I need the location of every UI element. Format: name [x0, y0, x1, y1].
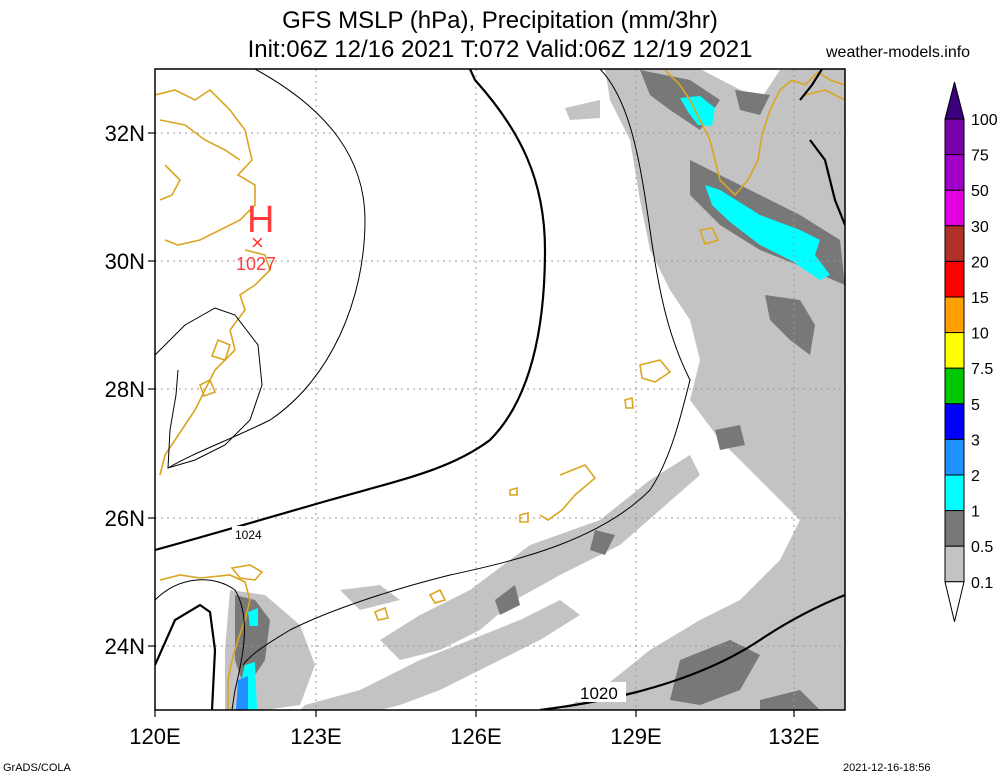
- lat-label: 30N: [105, 249, 145, 274]
- lon-label: 120E: [129, 724, 180, 749]
- isobars-thin: [155, 69, 691, 710]
- high-pressure-marker: ×: [251, 230, 264, 255]
- legend-swatch: [944, 474, 965, 512]
- legend-label: 3: [971, 432, 980, 449]
- lon-label: 129E: [610, 724, 661, 749]
- map-title: GFS MSLP (hPa), Precipitation (mm/3hr): [282, 7, 718, 34]
- legend-label: 15: [971, 290, 989, 307]
- legend-label: 100: [971, 112, 998, 129]
- legend-swatch: [944, 332, 965, 369]
- legend-swatch: [944, 81, 965, 120]
- legend-swatch: [944, 438, 965, 476]
- high-pressure-value: 1027: [236, 254, 276, 274]
- legend-swatch: [944, 581, 965, 622]
- footer-software: GrADS/COLA: [3, 762, 71, 774]
- lon-label: 126E: [450, 724, 501, 749]
- legend-swatch: [944, 403, 965, 440]
- high-pressure-symbol: H: [247, 199, 274, 241]
- contour-label-1020: 1020: [580, 684, 618, 703]
- legend-swatch: [944, 260, 965, 298]
- contour-label-1024: 1024: [235, 528, 262, 542]
- legend-label: 30: [971, 219, 989, 236]
- legend-swatch: [944, 367, 965, 405]
- lon-label: 132E: [768, 724, 819, 749]
- coastlines: [155, 69, 845, 710]
- legend-swatch: [944, 225, 965, 262]
- legend-label: 0.1: [971, 575, 993, 592]
- legend-swatch: [944, 118, 965, 156]
- precip-blue: [236, 676, 248, 710]
- lat-label: 28N: [105, 377, 145, 402]
- legend-label: 50: [971, 183, 989, 200]
- legend-swatch: [944, 154, 965, 191]
- legend-swatch: [944, 545, 965, 583]
- legend-label: 75: [971, 148, 989, 165]
- footer-timestamp: 2021-12-16-18:56: [843, 762, 931, 774]
- legend-label: 1: [971, 504, 980, 521]
- legend-swatch: [944, 296, 965, 334]
- legend-label: 0.5: [971, 539, 993, 556]
- legend-swatch: [944, 189, 965, 227]
- plot-area: 1024 1020 H × 1027: [155, 69, 845, 710]
- lat-label: 24N: [105, 634, 145, 659]
- map-subtitle: Init:06Z 12/16 2021 T:072 Valid:06Z 12/1…: [247, 36, 753, 63]
- legend-label: 20: [971, 254, 989, 271]
- legend-label: 5: [971, 397, 980, 414]
- legend-label: 2: [971, 468, 980, 485]
- isobars-bold: [155, 69, 845, 710]
- site-credit: weather-models.info: [826, 44, 971, 61]
- lat-label: 26N: [105, 506, 145, 531]
- precip-legend: 100 75 50 30 20 15 10 7.5 5 3 2 1 0.5 0.1: [944, 81, 998, 622]
- legend-label: 10: [971, 326, 989, 343]
- legend-label: 7.5: [971, 361, 993, 378]
- tick-marks: [148, 132, 795, 717]
- legend-swatch: [944, 510, 965, 547]
- lon-label: 123E: [290, 724, 341, 749]
- lat-label: 32N: [105, 121, 145, 146]
